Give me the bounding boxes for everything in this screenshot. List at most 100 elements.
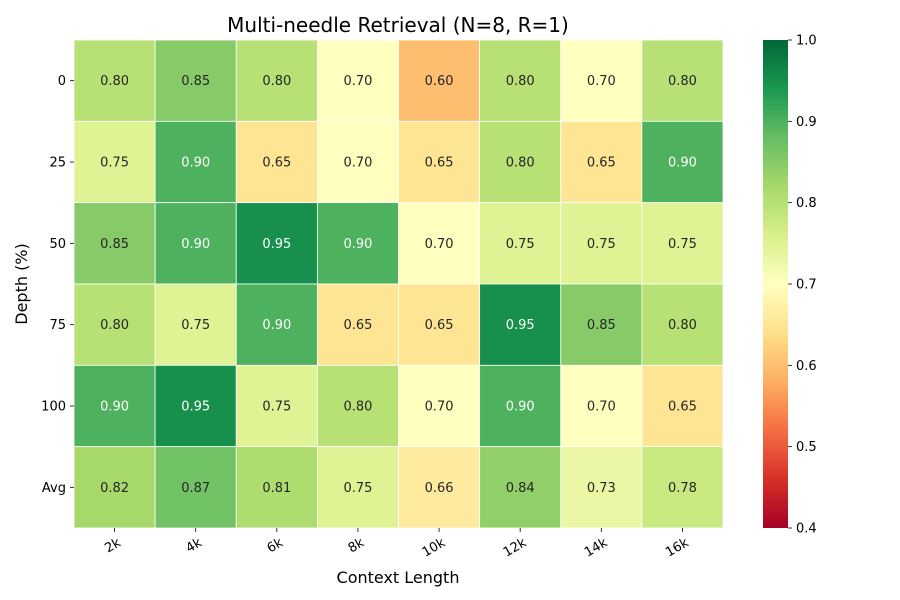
cell-value-label: 0.80 — [343, 400, 372, 415]
cell-value-label: 0.65 — [668, 400, 697, 415]
cell-value-label: 0.85 — [100, 237, 129, 252]
colorbar: 0.4 0.5 0.6 0.7 0.8 0.9 1.0 — [763, 34, 817, 537]
heatmap-cell-50-10k — [398, 202, 481, 285]
heatmap-cell-75-10k — [398, 283, 481, 366]
heatmap-cell-0-2k — [73, 39, 156, 122]
cell-value-label: 0.80 — [506, 74, 535, 89]
cell-value-label: 0.95 — [262, 237, 291, 252]
heatmap-cell-100-12k — [479, 364, 562, 448]
cell-value-label: 0.75 — [587, 237, 616, 252]
heatmap-cell-25-12k — [479, 120, 562, 204]
heatmap-cell-0-6k — [235, 39, 318, 122]
x-tick-label: 16k — [663, 535, 692, 560]
heatmap-cell-25-4k — [154, 120, 237, 204]
cell-value-label: 0.75 — [262, 400, 291, 415]
x-tick-label: 8k — [346, 535, 368, 556]
heatmap-cell-25-16k — [641, 120, 724, 204]
heatmap-cells: 0.80 0.85 0.80 0.70 0.60 0.80 0.70 0.80 0.75 0.90… — [73, 39, 724, 529]
heatmap-cell-50-8k — [316, 202, 399, 285]
heatmap-cell-100-6k — [235, 364, 318, 448]
x-tick-label: 14k — [582, 535, 611, 560]
x-tick-label: 4k — [183, 535, 205, 556]
heatmap-cell-25-14k — [560, 120, 643, 204]
heatmap-cell-0-10k — [398, 39, 481, 122]
cell-value-label: 0.66 — [425, 481, 454, 496]
y-tick-label: 0 — [58, 74, 66, 89]
cell-value-label: 0.75 — [668, 237, 697, 252]
cell-value-label: 0.75 — [506, 237, 535, 252]
cell-value-label: 0.78 — [668, 481, 697, 496]
heatmap-cell-100-10k — [398, 364, 481, 448]
cell-value-label: 0.80 — [668, 318, 697, 333]
x-axis-ticks: 2k 4k 6k 8k 10k 12k 14k 16k — [102, 528, 692, 561]
cell-value-label: 0.84 — [506, 481, 535, 496]
cell-value-label: 0.75 — [343, 481, 372, 496]
heatmap-cell-50-14k — [560, 202, 643, 285]
heatmap-cell-50-4k — [154, 202, 237, 285]
cell-value-label: 0.95 — [181, 400, 210, 415]
cell-value-label: 0.75 — [100, 156, 129, 171]
y-axis-label: Depth (%) — [12, 243, 31, 325]
cell-value-label: 0.70 — [587, 74, 616, 89]
cell-value-label: 0.65 — [587, 156, 616, 171]
heatmap-cell-50-12k — [479, 202, 562, 285]
y-tick-label: 25 — [49, 156, 66, 171]
cell-value-label: 0.90 — [668, 156, 697, 171]
heatmap-cell-75-14k — [560, 283, 643, 366]
x-tick-label: 6k — [265, 535, 287, 556]
cell-value-label: 0.81 — [262, 481, 291, 496]
heatmap-cell-Avg-16k — [641, 446, 724, 529]
x-axis-label: Context Length — [337, 568, 460, 587]
cell-value-label: 0.65 — [262, 156, 291, 171]
y-tick-label: 75 — [49, 318, 66, 333]
heatmap-cell-100-8k — [316, 364, 399, 448]
cell-value-label: 0.90 — [181, 156, 210, 171]
cell-value-label: 0.80 — [100, 318, 129, 333]
colorbar-tick-label: 0.4 — [796, 522, 817, 537]
heatmap-cell-Avg-6k — [235, 446, 318, 529]
colorbar-tick-label: 0.5 — [796, 440, 817, 455]
heatmap-cell-Avg-4k — [154, 446, 237, 529]
cell-value-label: 0.80 — [100, 74, 129, 89]
cell-value-label: 0.85 — [587, 318, 616, 333]
colorbar-tick-label: 0.6 — [796, 359, 817, 374]
cell-value-label: 0.70 — [343, 156, 372, 171]
cell-value-label: 0.65 — [425, 156, 454, 171]
heatmap-cell-50-2k — [73, 202, 156, 285]
heatmap-cell-50-6k — [235, 202, 318, 285]
y-tick-label: 50 — [49, 237, 66, 252]
heatmap-cell-0-8k — [316, 39, 399, 122]
cell-value-label: 0.82 — [100, 481, 129, 496]
heatmap-cell-0-4k — [154, 39, 237, 122]
x-tick-label: 2k — [102, 535, 124, 556]
heatmap-cell-25-8k — [316, 120, 399, 204]
cell-value-label: 0.75 — [181, 318, 210, 333]
chart-title: Multi-needle Retrieval (N=8, R=1) — [227, 13, 569, 37]
cell-value-label: 0.70 — [587, 400, 616, 415]
y-tick-label: 100 — [41, 400, 66, 415]
cell-value-label: 0.90 — [343, 237, 372, 252]
cell-value-label: 0.80 — [262, 74, 291, 89]
cell-value-label: 0.95 — [506, 318, 535, 333]
cell-value-label: 0.70 — [425, 237, 454, 252]
cell-value-label: 0.87 — [181, 481, 210, 496]
colorbar-tick-label: 1.0 — [796, 34, 817, 49]
x-tick-label: 10k — [420, 535, 449, 560]
cell-value-label: 0.65 — [343, 318, 372, 333]
heatmap-cell-0-12k — [479, 39, 562, 122]
heatmap-cell-75-2k — [73, 283, 156, 366]
colorbar-tick-label: 0.7 — [796, 278, 817, 293]
heatmap-cell-75-8k — [316, 283, 399, 366]
heatmap-cell-50-16k — [641, 202, 724, 285]
cell-value-label: 0.65 — [425, 318, 454, 333]
cell-value-label: 0.70 — [343, 74, 372, 89]
heatmap-cell-100-14k — [560, 364, 643, 448]
heatmap-cell-25-10k — [398, 120, 481, 204]
colorbar-gradient — [763, 40, 788, 528]
cell-value-label: 0.85 — [181, 74, 210, 89]
heatmap-cell-Avg-12k — [479, 446, 562, 529]
cell-value-label: 0.73 — [587, 481, 616, 496]
heatmap-cell-Avg-10k — [398, 446, 481, 529]
colorbar-tick-label: 0.8 — [796, 196, 817, 211]
